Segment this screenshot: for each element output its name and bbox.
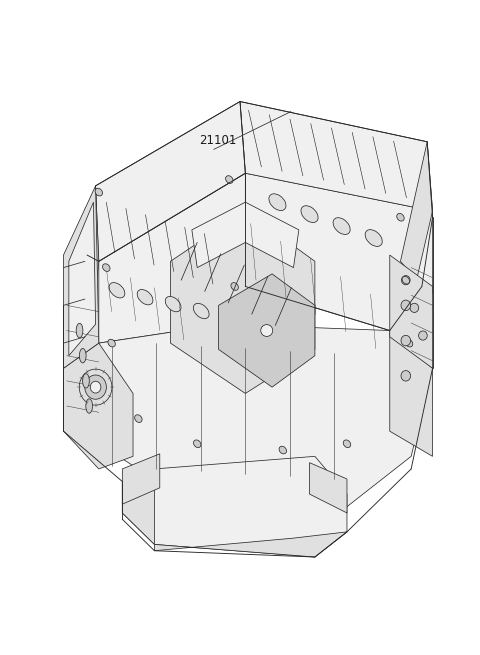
Ellipse shape — [137, 290, 153, 305]
Ellipse shape — [193, 303, 209, 319]
Polygon shape — [63, 318, 99, 444]
Polygon shape — [240, 102, 432, 211]
Ellipse shape — [83, 373, 89, 388]
Polygon shape — [192, 202, 299, 268]
Polygon shape — [63, 343, 133, 469]
Ellipse shape — [402, 276, 409, 284]
Ellipse shape — [103, 264, 110, 271]
Polygon shape — [122, 469, 155, 544]
Ellipse shape — [397, 214, 404, 221]
Ellipse shape — [76, 324, 83, 338]
Ellipse shape — [405, 339, 413, 347]
Ellipse shape — [135, 415, 142, 422]
Ellipse shape — [79, 348, 86, 363]
Ellipse shape — [165, 297, 181, 312]
Ellipse shape — [343, 440, 351, 447]
Ellipse shape — [193, 440, 201, 447]
Polygon shape — [170, 211, 315, 394]
Ellipse shape — [269, 194, 286, 210]
Ellipse shape — [79, 369, 112, 405]
Polygon shape — [400, 141, 432, 280]
Ellipse shape — [301, 206, 318, 223]
Ellipse shape — [401, 371, 410, 381]
Text: 21101: 21101 — [199, 134, 237, 147]
Polygon shape — [245, 173, 432, 331]
Ellipse shape — [226, 176, 233, 183]
Ellipse shape — [401, 300, 410, 310]
Ellipse shape — [401, 276, 410, 285]
Polygon shape — [390, 255, 432, 368]
Ellipse shape — [279, 446, 287, 454]
Ellipse shape — [419, 331, 427, 340]
Ellipse shape — [108, 339, 115, 347]
Polygon shape — [69, 202, 96, 356]
Ellipse shape — [261, 325, 273, 337]
Polygon shape — [58, 98, 432, 532]
Ellipse shape — [109, 282, 125, 298]
Polygon shape — [390, 331, 432, 457]
Polygon shape — [122, 457, 347, 557]
Ellipse shape — [231, 283, 239, 290]
Polygon shape — [99, 173, 245, 343]
Ellipse shape — [333, 217, 350, 234]
Ellipse shape — [86, 399, 93, 413]
Polygon shape — [87, 186, 99, 337]
Polygon shape — [122, 454, 160, 504]
Polygon shape — [63, 186, 99, 368]
Ellipse shape — [401, 335, 410, 346]
Polygon shape — [310, 462, 347, 513]
Polygon shape — [99, 324, 432, 507]
Polygon shape — [218, 274, 315, 387]
Ellipse shape — [90, 381, 101, 393]
Polygon shape — [96, 102, 245, 261]
Ellipse shape — [95, 188, 103, 196]
Ellipse shape — [410, 303, 419, 312]
Ellipse shape — [365, 230, 382, 246]
Ellipse shape — [85, 375, 107, 400]
Polygon shape — [155, 532, 347, 557]
